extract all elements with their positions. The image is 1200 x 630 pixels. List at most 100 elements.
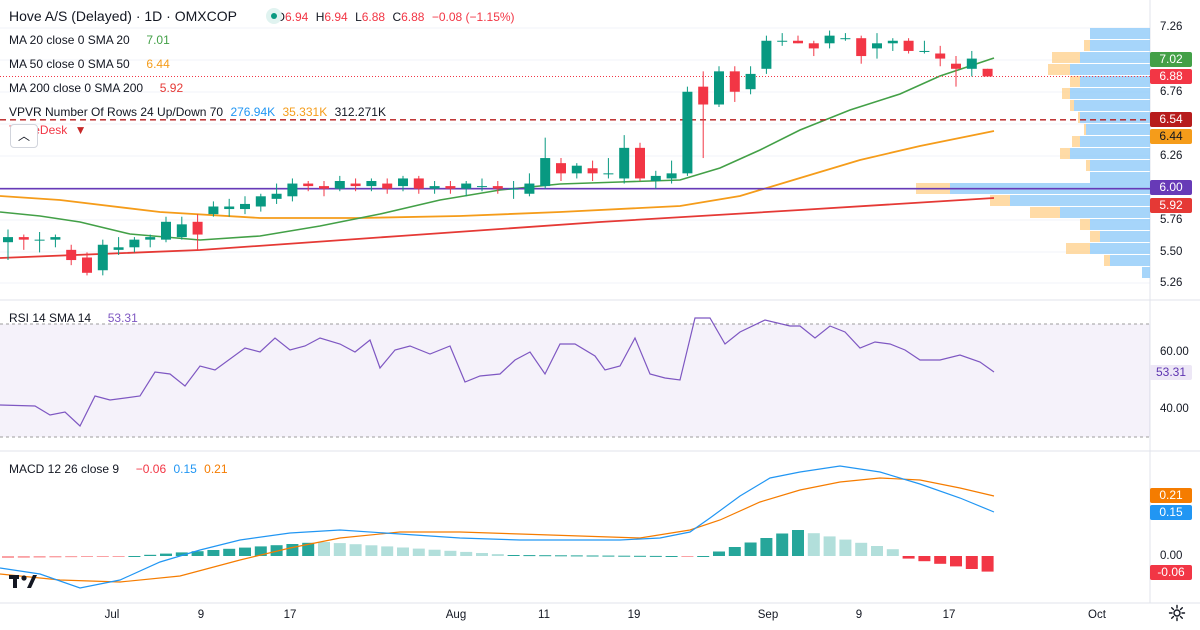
volume-profile-up-bar xyxy=(1142,267,1150,278)
volume-profile-up-bar xyxy=(1090,243,1150,254)
volume-profile-down-bar xyxy=(1090,231,1100,242)
volume-profile-down-bar xyxy=(1070,76,1080,87)
macd-histogram-bar xyxy=(223,548,236,556)
candle-body xyxy=(208,206,219,215)
candle-body xyxy=(240,203,250,210)
ma200-legend[interactable]: MA 200 close 0 SMA 200 5.92 xyxy=(9,80,187,96)
candle-body xyxy=(145,237,156,240)
last-price-tag: 6.88 xyxy=(1150,69,1192,84)
candle-body xyxy=(82,257,92,273)
vpvr-legend[interactable]: VPVR Number Of Rows 24 Up/Down 70 276.94… xyxy=(9,104,390,120)
macd-histogram-bar xyxy=(286,544,299,556)
macd-histogram-bar xyxy=(160,553,172,556)
close-value: 6.88 xyxy=(401,10,425,24)
candle-body xyxy=(524,183,535,194)
volume-profile-down-bar xyxy=(1078,112,1080,123)
candle-body xyxy=(808,43,819,49)
candle-body xyxy=(856,38,867,57)
macd-histogram-bar xyxy=(491,554,504,556)
gear-icon[interactable] xyxy=(1168,604,1186,622)
macd-histogram-bar xyxy=(823,536,836,556)
candle-body xyxy=(619,147,630,179)
low-value: 6.88 xyxy=(361,10,386,24)
macd-histogram-bar xyxy=(871,546,883,556)
macd-histogram-bar xyxy=(649,555,662,557)
macd-histogram-bar xyxy=(665,556,678,557)
macd-histogram-bar xyxy=(965,556,978,569)
macd-line-value: 0.15 xyxy=(173,462,197,476)
volume-profile-up-bar xyxy=(1090,28,1150,39)
ma20-legend[interactable]: MA 20 close 0 SMA 20 7.01 xyxy=(9,32,174,48)
red-level-tag: 6.54 xyxy=(1150,112,1192,127)
candle-body xyxy=(303,183,314,187)
candle-body xyxy=(603,173,614,175)
macd-histogram-bar xyxy=(17,556,30,558)
macd-histogram-bar xyxy=(776,533,789,556)
candle-body xyxy=(3,237,13,243)
x-tick: 9 xyxy=(855,609,863,621)
rsi-legend[interactable]: RSI 14 SMA 14 53.31 xyxy=(9,310,142,326)
macd-histogram-bar xyxy=(444,550,457,556)
market-status-icon[interactable] xyxy=(266,8,282,24)
candle-body xyxy=(887,40,898,44)
volume-profile-up-bar xyxy=(1070,64,1150,75)
macd-histogram-bar xyxy=(318,542,330,556)
macd-histogram-bar xyxy=(618,555,631,557)
macd-histogram-bar xyxy=(570,555,583,557)
volume-profile-up-bar xyxy=(1080,76,1150,87)
candle-body xyxy=(97,244,108,271)
candle-body xyxy=(50,237,61,240)
candle-body xyxy=(698,86,709,105)
macd-histogram-bar xyxy=(807,533,820,556)
macd-histogram-bar xyxy=(412,548,425,556)
macd-histogram-bar xyxy=(2,556,14,558)
candle-body xyxy=(666,173,677,179)
symbol-title[interactable]: Hove A/S (Delayed) · 1D · OMXCOP xyxy=(9,8,237,24)
macd-tag: 0.15 xyxy=(1150,505,1192,520)
open-value: 6.94 xyxy=(284,10,309,24)
candle-body xyxy=(872,43,882,49)
tradingview-logo-icon[interactable] xyxy=(9,572,39,590)
macd-legend[interactable]: MACD 12 26 close 9 −0.06 0.15 0.21 xyxy=(9,461,232,477)
low-label: L xyxy=(355,10,362,24)
candle-body xyxy=(729,71,740,92)
price-tick: 5.26 xyxy=(1160,277,1183,289)
volume-profile-up-bar xyxy=(1070,148,1150,159)
x-tick: 19 xyxy=(627,609,641,621)
candle-body xyxy=(18,237,29,240)
candle-body xyxy=(161,221,171,240)
volume-profile-up-bar xyxy=(1060,207,1150,218)
macd-histogram-bar xyxy=(697,556,710,557)
volume-profile-down-bar xyxy=(1086,160,1090,171)
tradedesk-arrow-icon[interactable]: ▼ xyxy=(74,123,87,137)
purple-level-tag: 6.00 xyxy=(1150,180,1192,195)
price-tick: 5.50 xyxy=(1160,246,1183,258)
collapse-legend-button[interactable]: ︿ xyxy=(10,124,38,148)
macd-histogram-bar xyxy=(602,555,615,557)
candle-body xyxy=(635,147,645,179)
candle-body xyxy=(319,186,329,189)
macd-histogram-bar xyxy=(760,538,773,556)
macd-histogram-bar xyxy=(96,556,109,557)
volume-profile-down-bar xyxy=(1084,124,1086,135)
ma50-legend[interactable]: MA 50 close 0 SMA 50 6.44 xyxy=(9,56,174,72)
candle-body xyxy=(445,186,456,189)
candle-body xyxy=(477,186,487,188)
macd-histogram-bar xyxy=(175,552,188,556)
macd-histogram-bar xyxy=(681,556,694,557)
volume-profile-up-bar xyxy=(1100,231,1150,242)
macd-histogram-bar xyxy=(744,542,757,556)
volume-profile-up-bar xyxy=(1090,172,1150,183)
x-tick: 17 xyxy=(283,609,297,621)
volume-profile-down-bar xyxy=(1080,219,1090,230)
volume-profile-down-bar xyxy=(1052,52,1080,63)
rsi-band xyxy=(0,324,1150,437)
macd-histogram-bar xyxy=(981,556,994,572)
candle-body xyxy=(413,178,424,189)
macd-histogram-bar xyxy=(728,547,741,556)
macd-histogram-bar xyxy=(49,556,62,558)
vpvr-label: VPVR Number Of Rows 24 Up/Down 70 xyxy=(9,105,224,119)
volume-profile-down-bar xyxy=(1084,40,1090,51)
candle-body xyxy=(587,168,598,174)
